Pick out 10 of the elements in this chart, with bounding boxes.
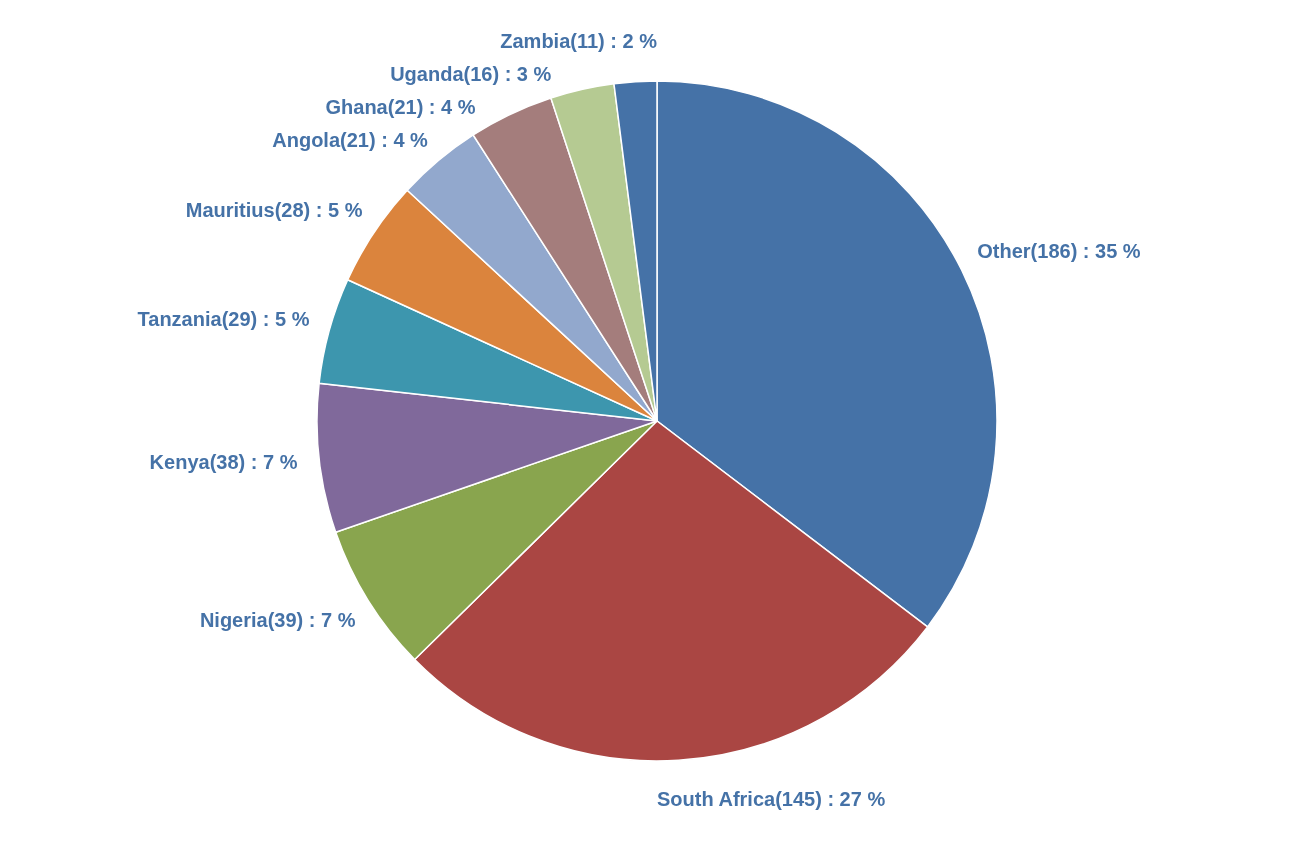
slice-label: Ghana(21) : 4 % <box>325 95 476 118</box>
slice-label: Mauritius(28) : 5 % <box>185 198 363 221</box>
slice-label: Angola(21) : 4 % <box>272 128 429 151</box>
slice-label: Uganda(16) : 3 % <box>390 62 552 85</box>
slice-label: Nigeria(39) : 7 % <box>199 609 356 632</box>
slice-label: South Africa(145) : 27 % <box>657 788 886 811</box>
slice-label: Kenya(38) : 7 % <box>149 451 298 474</box>
slice-label: Other(186) : 35 % <box>977 240 1141 263</box>
slice-label: Zambia(11) : 2 % <box>500 29 658 52</box>
slice-label: Tanzania(29) : 5 % <box>137 307 310 330</box>
